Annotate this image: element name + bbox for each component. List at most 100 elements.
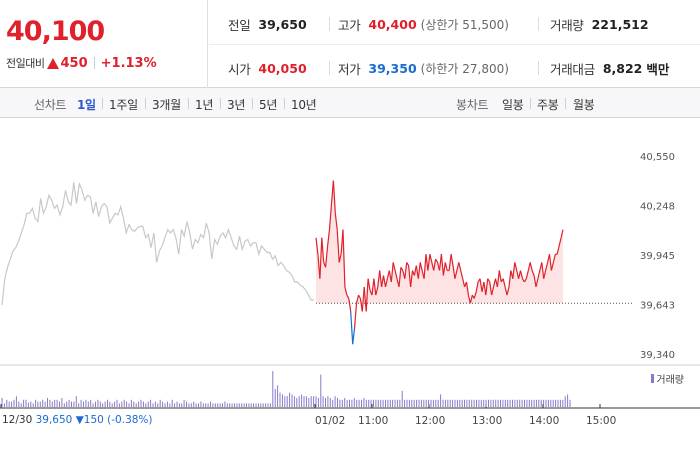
stat-value: 39,650 [258,17,307,32]
price-line-segment [315,237,319,255]
divider [530,98,531,109]
price-line-segment [325,245,329,268]
prev-day-date: 12/30 [2,414,33,426]
today-area-fill [316,180,563,304]
y-tick-label: 39,643 [640,301,675,312]
price-line-segment [502,278,506,288]
line-chart-label: 선차트 [34,98,67,112]
candle-monthly[interactable]: 월봉 [573,98,595,112]
divider [538,17,539,31]
period-10y[interactable]: 10년 [291,98,317,112]
candle-weekly[interactable]: 주봉 [537,98,559,112]
price-line-segment [473,291,477,299]
price-line-segment [371,278,375,296]
price-line-segment [381,275,385,287]
price-line-segment [406,262,410,266]
stat-low: 저가 39,350 (하한가 27,800) [338,59,509,78]
period-1w[interactable]: 1주일 [109,98,138,112]
price-line-segment [355,294,360,304]
divider [329,17,330,31]
stat-label: 시가 [228,62,251,77]
price-line-segment [492,278,497,288]
price-line-segment [560,229,564,238]
price-line-segment [475,281,479,292]
period-3y[interactable]: 3년 [227,98,246,112]
price-line-segment [537,270,541,279]
x-tick-label: 12:00 [415,415,445,427]
price-line-segment [423,254,427,279]
price-line-segment [442,262,446,276]
chart-toolbar: 선차트 1일 1주일 3개월 1년 3년 5년 10년 봉차트 일봉 주봉 월봉 [0,88,700,118]
price-line-segment [348,298,352,312]
x-tick-label: 11:00 [358,415,388,427]
price-line-segment [496,270,500,287]
stat-value: 221,512 [591,17,649,32]
price-line-segment [342,229,346,287]
price-line-segment [328,205,332,230]
price-line-segment [479,278,483,292]
stat-label: 저가 [338,62,361,77]
price-line-segment [448,254,452,271]
divider [209,44,700,45]
price-line-segment [508,270,512,287]
period-3m[interactable]: 3개월 [152,98,181,112]
stat-value: 39,350 [368,61,417,76]
price-line-segment [450,254,454,266]
price-line-segment [332,180,336,214]
price-line-segment [394,270,398,279]
price-line-segment [514,262,518,271]
divider [329,61,330,75]
price-line-segment [535,278,539,288]
price-line-segment [336,229,340,263]
price-line-segment [429,254,433,263]
price-line-segment [458,262,462,271]
price-line-segment [506,286,510,296]
stat-amount: 거래대금 8,822 백만 [550,59,669,78]
candle-daily[interactable]: 일봉 [502,98,524,112]
price-line-segment [529,262,533,271]
price-line-segment [382,275,387,288]
volume-swatch [651,374,655,383]
price-line-segment [545,262,549,271]
price-line-segment [400,266,404,271]
divider [93,57,95,69]
stat-sub: (하한가 27,800) [420,62,509,76]
period-5y[interactable]: 5년 [259,98,278,112]
change-label: 전일대비 [6,57,45,70]
y-tick-label: 40,550 [640,152,675,163]
price-line-segment [462,278,466,288]
change-percent: +1.13% [100,55,157,71]
divider [284,98,285,109]
price-line-segment [533,275,537,287]
price-line-segment [552,254,556,263]
x-tick-label: 13:00 [472,415,502,427]
period-1d[interactable]: 1일 [77,98,96,112]
price-line-segment [435,258,439,263]
divider [188,98,189,109]
price-line-segment [384,278,388,288]
price-line-segment [361,286,365,312]
stat-value: 40,050 [258,61,307,76]
divider [252,98,253,109]
price-line-segment [357,294,361,299]
price-line-segment [519,270,524,279]
price-line-segment [427,254,431,271]
price-line-segment [319,237,323,279]
period-1y[interactable]: 1년 [195,98,214,112]
candle-chart-label: 봉차트 [456,98,489,112]
prev-day-line [1,181,314,305]
up-triangle-icon [47,57,60,69]
y-tick-label: 39,945 [640,251,675,262]
price-line-segment [556,245,560,255]
price-line-segment [390,262,394,283]
y-tick-label: 40,248 [640,202,675,213]
stat-open: 시가 40,050 [228,59,307,78]
x-tick-label: 14:00 [529,415,559,427]
price-line-segment [527,262,531,271]
price-line-segment [408,265,412,287]
price-line-segment [321,237,325,263]
prev-day-info: 12/30 39,650 ▼150 (-0.38%) [2,414,153,426]
price-line-segment [548,254,552,271]
price-line-segment [456,262,460,271]
price-line-segment [404,262,408,279]
